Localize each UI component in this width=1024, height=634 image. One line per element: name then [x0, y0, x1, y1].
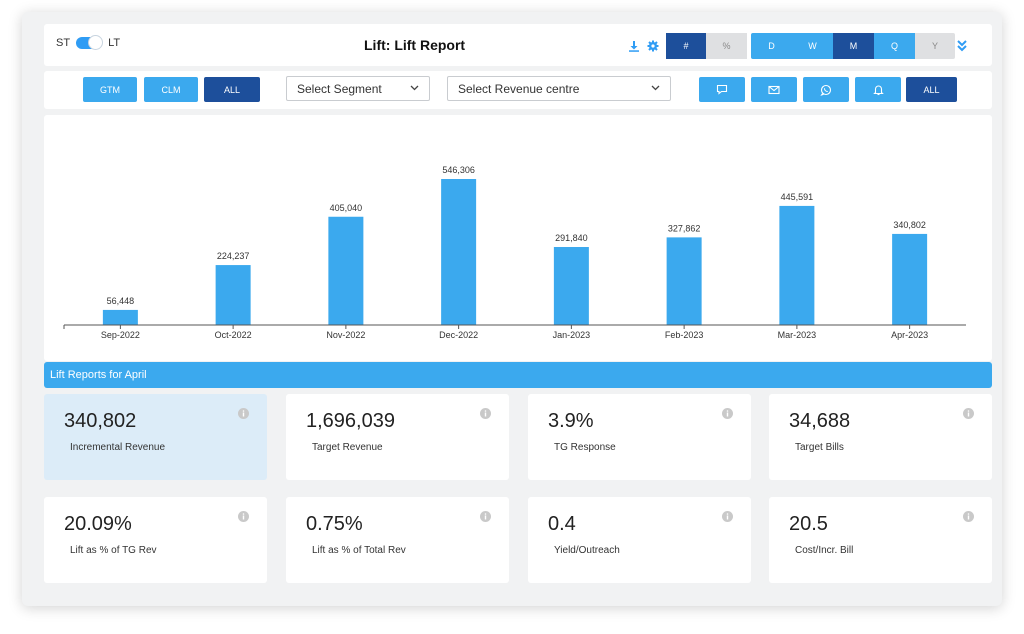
- kpi-label: Incremental Revenue: [70, 442, 166, 453]
- info-icon[interactable]: [480, 511, 491, 522]
- period-week-button[interactable]: W: [792, 33, 833, 59]
- x-axis-tick-label: Dec-2022: [439, 330, 478, 340]
- app-frame: ST LT Lift: Lift Report # % D W M Q Y: [22, 12, 1002, 606]
- bar-value-label: 445,591: [781, 192, 814, 202]
- chart-bar[interactable]: [553, 247, 589, 325]
- info-icon[interactable]: [238, 511, 249, 522]
- double-chevron-down-icon[interactable]: [956, 39, 968, 53]
- email-button[interactable]: [751, 77, 797, 102]
- header-bar: ST LT Lift: Lift Report # % D W M Q Y: [44, 24, 992, 66]
- kpi-value: 34,688: [789, 410, 851, 432]
- segment-select-label: Select Segment: [297, 81, 382, 96]
- x-axis-tick-label: Sep-2022: [101, 330, 140, 340]
- bar-chart-svg: 56,448 Sep-2022 224,237 Oct-2022 405,040 Nov-…: [63, 165, 966, 340]
- period-year-button[interactable]: Y: [915, 33, 955, 59]
- kpi-label: TG Response: [554, 442, 616, 453]
- x-axis-tick-label: Feb-2023: [665, 330, 704, 340]
- info-icon[interactable]: [480, 408, 491, 419]
- kpi-card-tg-response[interactable]: 3.9% TG Response: [528, 394, 751, 480]
- period-quarter-button[interactable]: Q: [874, 33, 915, 59]
- kpi-label: Cost/Incr. Bill: [795, 545, 854, 556]
- period-day-button[interactable]: D: [751, 33, 792, 59]
- st-lt-switch[interactable]: ST LT: [56, 35, 121, 50]
- revenue-select-label: Select Revenue centre: [458, 81, 580, 96]
- kpi-card-cost-incr-bill[interactable]: 20.5 Cost/Incr. Bill: [769, 497, 992, 583]
- toggle-left-label: ST: [56, 37, 71, 49]
- gtm-button[interactable]: GTM: [83, 77, 137, 102]
- chevron-down-icon: [410, 85, 419, 91]
- kpi-value: 3.9%: [548, 410, 594, 432]
- kpi-card-lift-tg-rev[interactable]: 20.09% Lift as % of TG Rev: [44, 497, 267, 583]
- x-axis-tick-label: Apr-2023: [891, 330, 928, 340]
- info-icon[interactable]: [963, 511, 974, 522]
- chart-bar[interactable]: [215, 265, 251, 325]
- mail-icon: [768, 85, 780, 94]
- chart-bar[interactable]: [666, 237, 702, 325]
- bar-value-label: 405,040: [330, 203, 363, 213]
- info-icon[interactable]: [963, 408, 974, 419]
- kpi-value: 20.09%: [64, 513, 132, 535]
- toggle-knob: [88, 35, 104, 50]
- page-title: Lift: Lift Report: [364, 37, 466, 53]
- kpi-label: Lift as % of Total Rev: [312, 545, 406, 556]
- period-toggle: D W M Q Y: [751, 33, 955, 59]
- info-icon[interactable]: [722, 511, 733, 522]
- kpi-value: 20.5: [789, 513, 828, 535]
- x-axis-tick-label: Oct-2022: [215, 330, 252, 340]
- bar-value-label: 546,306: [442, 165, 475, 175]
- whatsapp-button[interactable]: [803, 77, 849, 102]
- hash-button[interactable]: #: [666, 33, 706, 59]
- bar-value-label: 56,448: [107, 296, 135, 306]
- chart-bar[interactable]: [328, 216, 364, 325]
- notification-button[interactable]: [855, 77, 901, 102]
- x-axis-tick-label: Nov-2022: [326, 330, 365, 340]
- all-channels-button[interactable]: ALL: [204, 77, 260, 102]
- filter-bar: GTM CLM ALL Select Segment Select Revenu…: [44, 71, 992, 109]
- bar-value-label: 224,237: [217, 251, 250, 261]
- lift-bar-chart: 56,448 Sep-2022 224,237 Oct-2022 405,040 Nov-…: [44, 115, 992, 361]
- x-axis-tick-label: Jan-2023: [553, 330, 591, 340]
- sms-button[interactable]: [699, 77, 745, 102]
- chart-bar[interactable]: [779, 205, 815, 325]
- chart-bar[interactable]: [892, 233, 928, 325]
- bar-value-label: 327,862: [668, 223, 701, 233]
- value-type-toggle: # %: [666, 33, 747, 59]
- segment-select[interactable]: Select Segment: [286, 76, 430, 101]
- kpi-label: Target Revenue: [312, 442, 383, 453]
- download-icon[interactable]: [628, 40, 640, 52]
- section-title-bar: Lift Reports for April: [44, 362, 992, 388]
- chart-bar[interactable]: [102, 309, 138, 325]
- gear-icon[interactable]: [647, 40, 659, 52]
- whatsapp-icon: [820, 84, 832, 96]
- kpi-card-lift-total-rev[interactable]: 0.75% Lift as % of Total Rev: [286, 497, 509, 583]
- kpi-label: Target Bills: [795, 442, 844, 453]
- kpi-card-target-bills[interactable]: 34,688 Target Bills: [769, 394, 992, 480]
- bar-value-label: 291,840: [555, 233, 588, 243]
- kpi-card-yield-outreach[interactable]: 0.4 Yield/Outreach: [528, 497, 751, 583]
- kpi-value: 0.75%: [306, 513, 363, 535]
- info-icon[interactable]: [722, 408, 733, 419]
- chevron-down-icon: [651, 85, 660, 91]
- kpi-label: Yield/Outreach: [554, 545, 620, 556]
- bell-icon: [872, 85, 884, 95]
- all-channels-notify-button[interactable]: ALL: [906, 77, 957, 102]
- kpi-value: 340,802: [64, 410, 137, 432]
- toggle-right-label: LT: [108, 37, 121, 49]
- toggle-switch[interactable]: [76, 35, 104, 50]
- chat-bubble-icon: [716, 84, 728, 95]
- kpi-value: 1,696,039: [306, 410, 395, 432]
- x-axis-tick-label: Mar-2023: [778, 330, 817, 340]
- bar-value-label: 340,802: [893, 220, 926, 230]
- clm-button[interactable]: CLM: [144, 77, 198, 102]
- info-icon[interactable]: [238, 408, 249, 419]
- chart-bar[interactable]: [441, 179, 477, 325]
- percent-button[interactable]: %: [706, 33, 747, 59]
- period-month-button[interactable]: M: [833, 33, 874, 59]
- kpi-label: Lift as % of TG Rev: [70, 545, 157, 556]
- kpi-card-incremental-revenue[interactable]: 340,802 Incremental Revenue: [44, 394, 267, 480]
- revenue-centre-select[interactable]: Select Revenue centre: [447, 76, 671, 101]
- kpi-value: 0.4: [548, 513, 576, 535]
- kpi-card-target-revenue[interactable]: 1,696,039 Target Revenue: [286, 394, 509, 480]
